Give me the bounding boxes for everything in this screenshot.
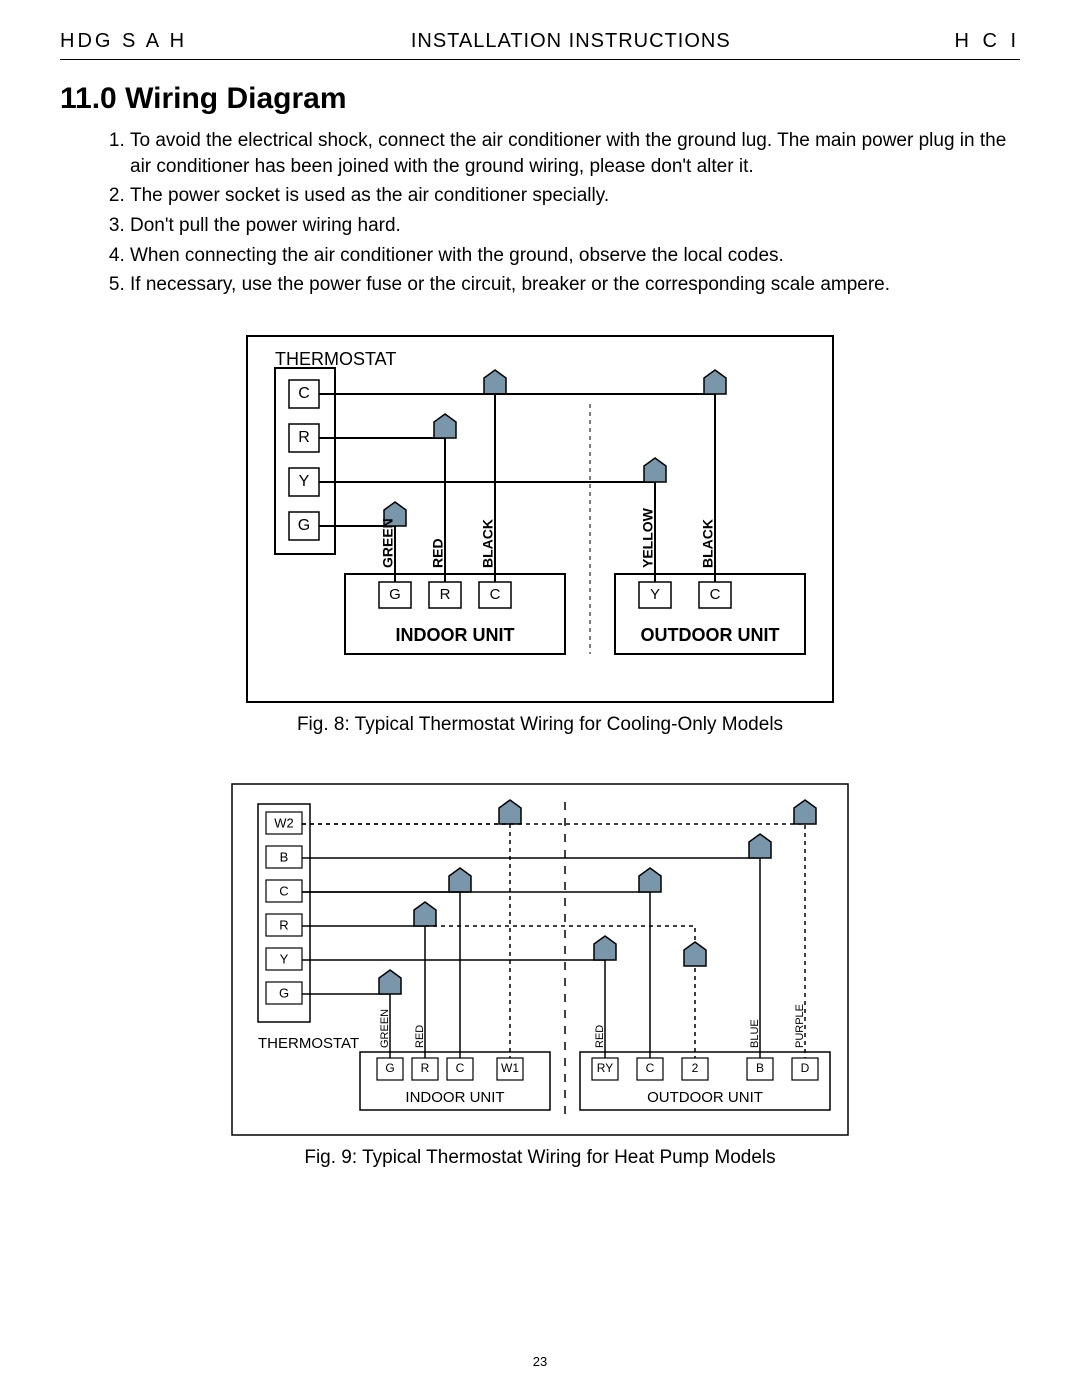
svg-text:G: G: [385, 1061, 394, 1075]
svg-text:INDOOR UNIT: INDOOR UNIT: [405, 1089, 504, 1106]
instruction-item: If necessary, use the power fuse or the …: [130, 272, 1020, 298]
header-center: INSTALLATION INSTRUCTIONS: [411, 30, 731, 53]
instruction-item: To avoid the electrical shock, connect t…: [130, 128, 1020, 179]
svg-text:R: R: [440, 586, 451, 603]
svg-text:RY: RY: [597, 1061, 613, 1075]
figure-9-caption: Fig. 9: Typical Thermostat Wiring for He…: [60, 1147, 1020, 1169]
instruction-list: To avoid the electrical shock, connect t…: [60, 128, 1020, 298]
svg-text:C: C: [279, 883, 288, 898]
svg-text:G: G: [389, 586, 401, 603]
svg-text:PURPLE: PURPLE: [794, 1004, 806, 1048]
section-heading: Wiring Diagram: [125, 82, 346, 115]
svg-text:C: C: [456, 1061, 465, 1075]
svg-text:R: R: [279, 917, 288, 932]
svg-text:B: B: [280, 849, 289, 864]
instruction-item: Don't pull the power wiring hard.: [130, 213, 1020, 239]
svg-text:THERMOSTAT: THERMOSTAT: [275, 349, 396, 369]
svg-text:Y: Y: [650, 586, 660, 603]
svg-text:GREEN: GREEN: [379, 1009, 391, 1048]
wiring-diagram-heatpump: W2BCRYGTHERMOSTATINDOOR UNITGRCW1OUTDOOR…: [230, 782, 850, 1137]
svg-text:D: D: [801, 1061, 810, 1075]
page-number: 23: [0, 1354, 1080, 1369]
svg-text:C: C: [298, 385, 310, 402]
svg-text:G: G: [298, 517, 310, 534]
instruction-item: The power socket is used as the air cond…: [130, 183, 1020, 209]
svg-text:R: R: [298, 429, 310, 446]
svg-text:B: B: [756, 1061, 764, 1075]
svg-text:C: C: [490, 586, 501, 603]
svg-text:W1: W1: [501, 1061, 519, 1075]
svg-text:RED: RED: [594, 1025, 606, 1048]
section-number: 11.0: [60, 82, 117, 115]
svg-text:2: 2: [692, 1061, 699, 1075]
svg-text:G: G: [279, 985, 289, 1000]
figure-9: W2BCRYGTHERMOSTATINDOOR UNITGRCW1OUTDOOR…: [60, 782, 1020, 1169]
page-header: HDG S A H INSTALLATION INSTRUCTIONS H C …: [60, 30, 1020, 60]
svg-text:RED: RED: [414, 1025, 426, 1048]
wiring-diagram-cooling: THERMOSTAT C R Y G INDOOR UNIT G R C OUTDOOR UNIT…: [245, 334, 835, 704]
svg-text:BLACK: BLACK: [480, 519, 496, 568]
svg-text:OUTDOOR UNIT: OUTDOOR UNIT: [647, 1089, 763, 1106]
svg-text:Y: Y: [280, 951, 289, 966]
section-title: 11.0 Wiring Diagram: [60, 82, 1020, 116]
svg-text:GREEN: GREEN: [380, 518, 396, 568]
svg-text:Y: Y: [299, 473, 310, 490]
header-left: HDG S A H: [60, 30, 187, 53]
svg-text:R: R: [421, 1061, 430, 1075]
header-right: H C I: [954, 30, 1020, 53]
svg-text:INDOOR UNIT: INDOOR UNIT: [396, 625, 515, 645]
figure-8-caption: Fig. 8: Typical Thermostat Wiring for Co…: [60, 714, 1020, 736]
svg-text:BLACK: BLACK: [700, 519, 716, 568]
svg-text:C: C: [646, 1061, 655, 1075]
svg-text:W2: W2: [274, 815, 294, 830]
instruction-item: When connecting the air conditioner with…: [130, 243, 1020, 269]
svg-text:YELLOW: YELLOW: [640, 507, 656, 568]
svg-text:RED: RED: [430, 538, 446, 568]
svg-text:C: C: [710, 586, 721, 603]
svg-text:OUTDOOR UNIT: OUTDOOR UNIT: [641, 625, 780, 645]
figure-8: THERMOSTAT C R Y G INDOOR UNIT G R C OUTDOOR UNIT…: [60, 334, 1020, 736]
svg-text:THERMOSTAT: THERMOSTAT: [258, 1035, 359, 1052]
svg-text:BLUE: BLUE: [749, 1019, 761, 1048]
